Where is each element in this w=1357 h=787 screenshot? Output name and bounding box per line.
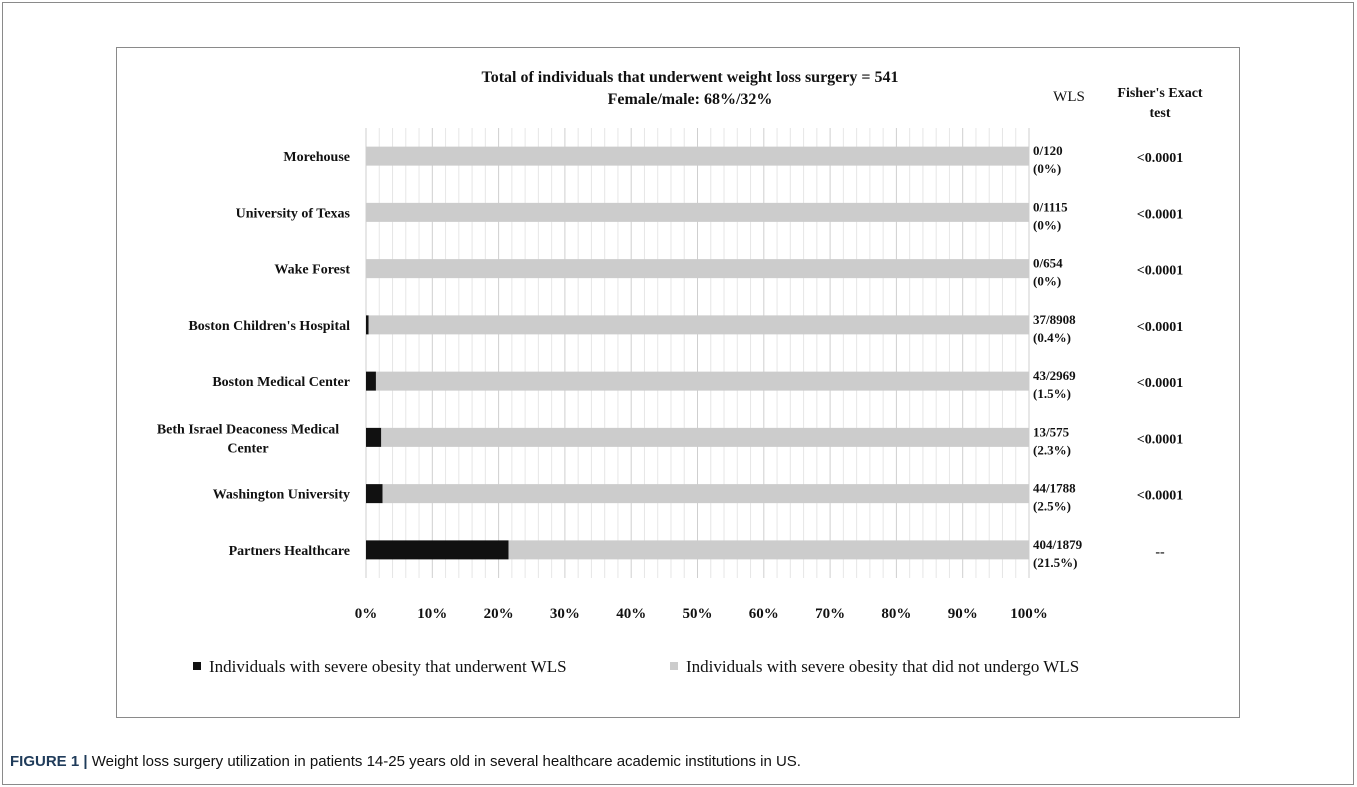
category-label: University of Texas bbox=[236, 206, 351, 221]
x-tick-label: 20% bbox=[484, 606, 514, 622]
x-tick-label: 50% bbox=[683, 606, 713, 622]
fisher-value: <0.0001 bbox=[1137, 320, 1183, 335]
category-label: Boston Children's Hospital bbox=[188, 319, 350, 334]
fisher-value: <0.0001 bbox=[1137, 207, 1183, 222]
wls-percent: (0%) bbox=[1033, 217, 1061, 232]
x-tick-label: 70% bbox=[815, 606, 845, 622]
wls-count: 0/1115 bbox=[1033, 199, 1068, 214]
fisher-value: <0.0001 bbox=[1137, 264, 1183, 279]
category-label-line-2: Center bbox=[227, 441, 268, 456]
x-tick-label: 100% bbox=[1010, 606, 1048, 622]
fisher-value: <0.0001 bbox=[1137, 151, 1183, 166]
x-tick-label: 40% bbox=[616, 606, 646, 622]
fisher-value: <0.0001 bbox=[1137, 489, 1183, 504]
bar-wls bbox=[366, 315, 369, 335]
bar-no-wls bbox=[366, 202, 1029, 222]
wls-count: 0/654 bbox=[1033, 256, 1063, 271]
chart-title-line-1: Total of individuals that underwent weig… bbox=[481, 69, 898, 86]
bar-no-wls bbox=[381, 427, 1029, 447]
legend-label: Individuals with severe obesity that did… bbox=[686, 657, 1079, 676]
wls-percent: (1.5%) bbox=[1033, 386, 1071, 401]
category-label: Partners Healthcare bbox=[229, 544, 350, 559]
wls-percent: (2.5%) bbox=[1033, 499, 1071, 514]
bar-wls bbox=[366, 540, 509, 560]
bar-no-wls bbox=[366, 259, 1029, 279]
wls-stacked-bar-chart: Total of individuals that underwent weig… bbox=[157, 69, 1203, 676]
category-label: Wake Forest bbox=[274, 263, 350, 278]
x-tick-label: 90% bbox=[948, 606, 978, 622]
wls-count: 37/8908 bbox=[1033, 312, 1076, 327]
wls-count: 43/2969 bbox=[1033, 368, 1076, 383]
bar-no-wls bbox=[382, 484, 1029, 504]
category-label: Morehouse bbox=[283, 150, 350, 165]
table-header-wls: WLS bbox=[1053, 89, 1085, 105]
wls-count: 13/575 bbox=[1033, 424, 1070, 439]
bar-wls bbox=[366, 484, 383, 504]
bar-wls bbox=[366, 371, 376, 391]
wls-count: 44/1788 bbox=[1033, 481, 1076, 496]
category-label: Washington University bbox=[213, 488, 350, 503]
legend-swatch bbox=[193, 662, 201, 670]
bar-no-wls bbox=[508, 540, 1029, 560]
figure-caption-label: FIGURE 1 | bbox=[10, 753, 88, 770]
x-tick-label: 80% bbox=[881, 606, 911, 622]
category-label: Boston Medical Center bbox=[212, 375, 350, 390]
category-label-line-1: Beth Israel Deaconess Medical bbox=[157, 422, 339, 437]
x-tick-label: 30% bbox=[550, 606, 580, 622]
fisher-value: -- bbox=[1155, 545, 1165, 560]
chart-title-line-2: Female/male: 68%/32% bbox=[608, 91, 773, 108]
figure-caption-text: Weight loss surgery utilization in patie… bbox=[87, 753, 801, 770]
figure-caption: FIGURE 1 | Weight loss surgery utilizati… bbox=[10, 753, 801, 770]
wls-percent: (0%) bbox=[1033, 161, 1061, 176]
x-tick-label: 0% bbox=[355, 606, 378, 622]
bar-no-wls bbox=[368, 315, 1030, 335]
bar-no-wls bbox=[375, 371, 1029, 391]
wls-percent: (2.3%) bbox=[1033, 442, 1071, 457]
legend-label: Individuals with severe obesity that und… bbox=[209, 657, 567, 676]
wls-percent: (0.4%) bbox=[1033, 330, 1071, 345]
bar-no-wls bbox=[366, 146, 1029, 166]
legend-swatch bbox=[670, 662, 678, 670]
wls-count: 404/1879 bbox=[1033, 537, 1083, 552]
wls-percent: (21.5%) bbox=[1033, 555, 1077, 570]
x-tick-label: 10% bbox=[417, 606, 447, 622]
table-header-fisher-line-2: test bbox=[1150, 106, 1171, 121]
bar-wls bbox=[366, 427, 382, 447]
fisher-value: <0.0001 bbox=[1137, 432, 1183, 447]
table-header-fisher-line-1: Fisher's Exact bbox=[1117, 86, 1202, 101]
chart-frame bbox=[116, 47, 1240, 718]
x-tick-label: 60% bbox=[749, 606, 779, 622]
wls-percent: (0%) bbox=[1033, 274, 1061, 289]
wls-count: 0/120 bbox=[1033, 143, 1063, 158]
fisher-value: <0.0001 bbox=[1137, 376, 1183, 391]
